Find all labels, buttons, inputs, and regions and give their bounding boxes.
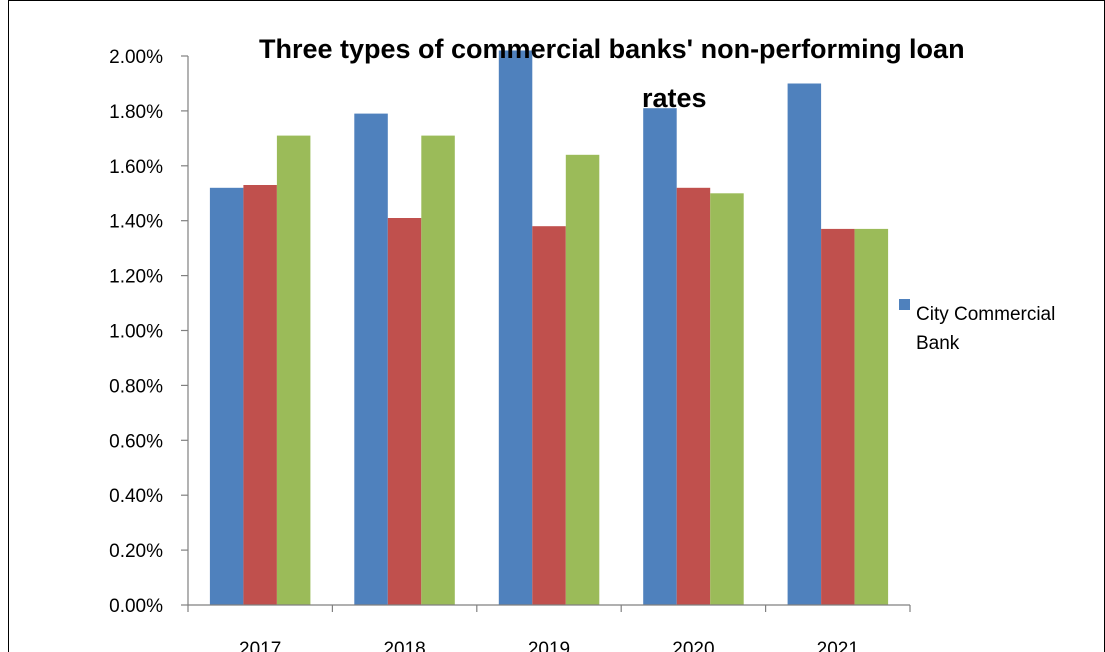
x-tick-label: 2019: [528, 639, 570, 652]
legend-swatch: [899, 372, 910, 383]
x-tick-label: 2020: [672, 639, 714, 652]
chart-title: Three types of commercial banks' non-per…: [259, 34, 965, 113]
legend-label: Large commercial: [916, 377, 1067, 398]
y-tick-label: 1.40%: [109, 212, 163, 233]
bar-series-2-2021: [821, 228, 855, 605]
bar-series-2-2019: [532, 226, 566, 605]
y-tick-label: 0.80%: [109, 376, 163, 397]
bar-series-1-2017: [209, 187, 244, 606]
x-tick-labels: 2017 2018 2019 2020 2021: [239, 639, 859, 652]
legend: City Commercial Bank Large commercial banks: [899, 299, 1067, 427]
y-tick-labels: 0.00% 0.20% 0.40% 0.60% 0.80% 1.00% 1.20% 1.40%…: [109, 47, 163, 617]
y-tick-label: 0.60%: [109, 431, 163, 452]
bar-series-3-2020: [710, 193, 744, 606]
axes-group: [181, 55, 911, 612]
chart-title-line-1: Three types of commercial banks' non-per…: [259, 34, 965, 64]
x-tick-label: 2021: [817, 639, 859, 652]
y-tick-label: 1.00%: [109, 322, 163, 343]
y-tick-label: 1.60%: [109, 157, 163, 178]
y-tick-label: 2.00%: [109, 47, 163, 68]
bar-series-2-2020: [676, 187, 711, 606]
y-tick-label: 0.20%: [109, 541, 163, 562]
chart-title-line-2: rates: [642, 83, 707, 113]
x-tick-label: 2017: [239, 639, 281, 652]
y-tick-label: 1.20%: [109, 267, 163, 288]
y-tick-label: 0.00%: [109, 596, 163, 617]
bar-chart: 0.00% 0.20% 0.40% 0.60% 0.80% 1.00% 1.20% 1.40%…: [109, 34, 1067, 652]
x-tick-label: 2018: [383, 639, 425, 652]
y-tick-label: 1.80%: [109, 102, 163, 123]
legend-label: Bank: [916, 333, 960, 354]
bars-group: [209, 50, 889, 606]
bar-series-1-2019: [498, 50, 533, 605]
legend-label: banks: [916, 406, 967, 427]
legend-label: City Commercial: [916, 304, 1055, 325]
bar-series-3-2019: [565, 154, 600, 606]
bar-series-3-2018: [421, 135, 455, 605]
bar-series-3-2021: [854, 228, 889, 605]
legend-swatch: [899, 299, 910, 310]
y-tick-label: 0.40%: [109, 486, 163, 507]
bar-series-1-2020: [643, 108, 677, 605]
bar-series-3-2017: [276, 135, 311, 605]
bar-series-2-2018: [387, 218, 422, 605]
bar-series-1-2018: [354, 113, 388, 605]
bar-series-1-2021: [787, 83, 822, 605]
chart-frame: 0.00% 0.20% 0.40% 0.60% 0.80% 1.00% 1.20% 1.40%…: [8, 0, 1105, 652]
bar-series-2-2017: [243, 185, 277, 605]
